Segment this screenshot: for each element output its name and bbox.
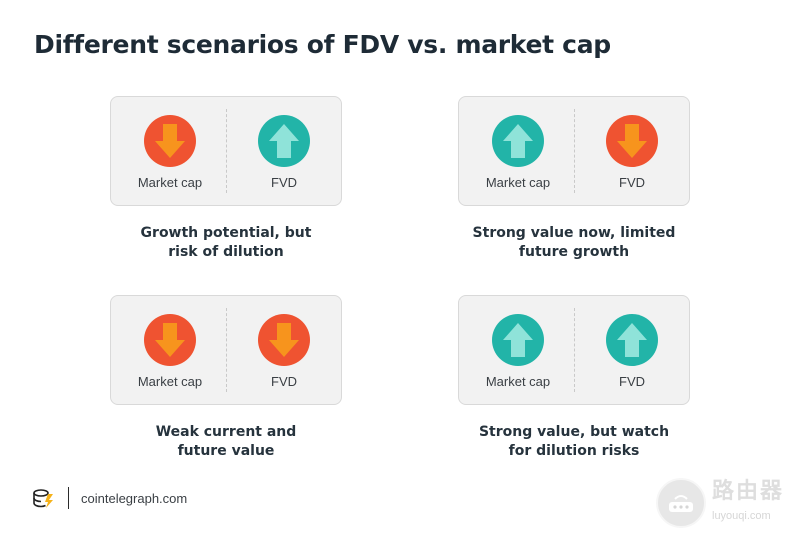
card-divider [574, 109, 575, 193]
indicator-label: Market cap [137, 175, 203, 190]
market-cap-indicator: Market cap [115, 314, 225, 389]
scenario-card: Market cap FVD [458, 96, 690, 206]
indicator-label: FVD [619, 175, 645, 190]
watermark: 路由器 luyouqi.com [656, 478, 784, 528]
arrow-down-icon [144, 314, 196, 366]
scenario-caption: Growth potential, but risk of dilution [140, 225, 312, 260]
scenario-card: Market cap FVD [110, 96, 342, 206]
fvd-indicator: FVD [577, 115, 687, 190]
market-cap-indicator: Market cap [463, 314, 573, 389]
scenario-card: Market cap FVD [458, 295, 690, 405]
router-icon [656, 478, 706, 528]
indicator-label: Market cap [137, 374, 203, 389]
footer-separator [68, 487, 69, 509]
arrow-up-icon [258, 115, 310, 167]
site-url: cointelegraph.com [81, 490, 188, 506]
fvd-indicator: FVD [229, 314, 339, 389]
arrow-up-icon [606, 314, 658, 366]
scenario-caption: Strong value now, limited future growth [472, 225, 676, 260]
arrow-up-icon [492, 115, 544, 167]
card-divider [226, 109, 227, 193]
page-title: Different scenarios of FDV vs. market ca… [34, 30, 611, 59]
indicator-label: Market cap [485, 374, 551, 389]
scenario-1: Market cap FVD Growth potential, but ris… [110, 96, 342, 262]
scenario-caption: Weak current and future value [155, 424, 297, 459]
arrow-up-icon [492, 314, 544, 366]
card-divider [574, 308, 575, 392]
fvd-indicator: FVD [577, 314, 687, 389]
fvd-indicator: FVD [229, 115, 339, 190]
scenario-4: Market cap FVD Strong value, but watch f… [458, 295, 690, 461]
scenario-3: Market cap FVD Weak current and future v… [110, 295, 342, 461]
scenario-2: Market cap FVD Strong value now, limited… [458, 96, 690, 262]
indicator-label: Market cap [485, 175, 551, 190]
arrow-down-icon [258, 314, 310, 366]
indicator-label: FVD [619, 374, 645, 389]
cointelegraph-logo-icon [33, 489, 53, 508]
indicator-label: FVD [271, 374, 297, 389]
market-cap-indicator: Market cap [463, 115, 573, 190]
footer: cointelegraph.com [32, 486, 187, 510]
scenario-card: Market cap FVD [110, 295, 342, 405]
scenario-caption: Strong value, but watch for dilution ris… [478, 424, 670, 459]
arrow-down-icon [606, 115, 658, 167]
card-divider [226, 308, 227, 392]
indicator-label: FVD [271, 175, 297, 190]
market-cap-indicator: Market cap [115, 115, 225, 190]
arrow-down-icon [144, 115, 196, 167]
watermark-text: 路由器 luyouqi.com [712, 477, 785, 522]
